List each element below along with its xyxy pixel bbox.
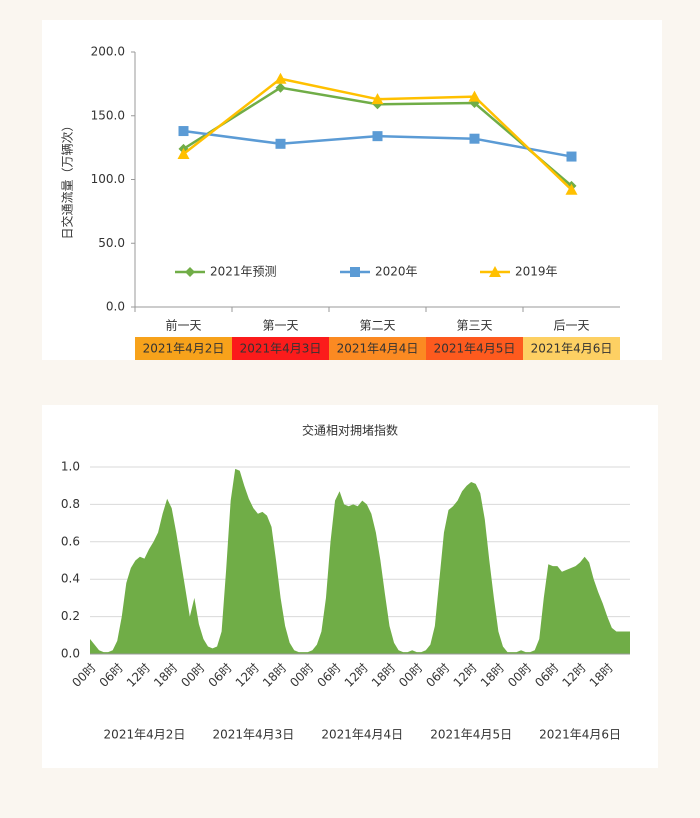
date-band	[329, 337, 426, 360]
y-axis-label: 日交通流量（万辆次）	[60, 119, 75, 239]
date-label: 2021年4月2日	[143, 342, 225, 356]
date-label: 2021年4月5日	[434, 342, 516, 356]
x-tick-label: 第二天	[359, 319, 395, 333]
y-tick-label: 0.4	[61, 572, 80, 586]
y-tick-label: 0.6	[61, 534, 80, 548]
date-band	[523, 337, 620, 360]
legend-label: 2021年预测	[210, 265, 277, 279]
x-tick-label: 第一天	[262, 319, 298, 333]
marker	[177, 148, 190, 159]
marker	[178, 126, 189, 137]
date-label: 2021年4月6日	[531, 342, 613, 356]
date-label: 2021年4月2日	[104, 728, 186, 742]
marker	[350, 267, 360, 277]
legend-label: 2019年	[515, 265, 558, 279]
marker	[468, 90, 481, 102]
marker	[185, 267, 195, 277]
marker	[275, 138, 286, 149]
y-tick-label: 0.8	[61, 497, 80, 511]
marker	[489, 266, 501, 277]
date-band	[135, 337, 232, 360]
y-tick-label: 200.0	[91, 45, 125, 59]
date-label: 2021年4月4日	[321, 728, 403, 742]
marker	[274, 72, 287, 84]
marker	[566, 151, 577, 162]
date-label: 2021年4月4日	[337, 342, 419, 356]
y-tick-label: 150.0	[91, 108, 125, 122]
x-tick-label: 前一天	[165, 318, 201, 333]
date-band	[426, 337, 523, 360]
date-band	[232, 337, 329, 360]
card	[42, 20, 662, 360]
date-label: 2021年4月3日	[212, 728, 294, 742]
date-label: 2021年4月3日	[240, 342, 322, 356]
date-label: 2021年4月6日	[539, 728, 621, 742]
marker	[372, 131, 383, 142]
date-label: 2021年4月5日	[430, 728, 512, 742]
marker	[469, 133, 480, 144]
chart-title: 交通相对拥堵指数	[302, 423, 398, 438]
y-tick-label: 0.0	[106, 300, 125, 314]
y-tick-label: 0.0	[61, 647, 80, 661]
x-tick-label: 后一天	[553, 319, 589, 333]
y-tick-label: 1.0	[61, 460, 80, 474]
y-tick-label: 0.2	[61, 609, 80, 623]
area	[90, 468, 630, 654]
x-tick-label: 第三天	[456, 319, 492, 333]
y-tick-label: 50.0	[98, 236, 125, 250]
legend-label: 2020年	[375, 265, 418, 279]
y-tick-label: 100.0	[91, 172, 125, 186]
marker	[371, 93, 384, 105]
marker	[565, 183, 578, 195]
marker	[275, 82, 286, 93]
